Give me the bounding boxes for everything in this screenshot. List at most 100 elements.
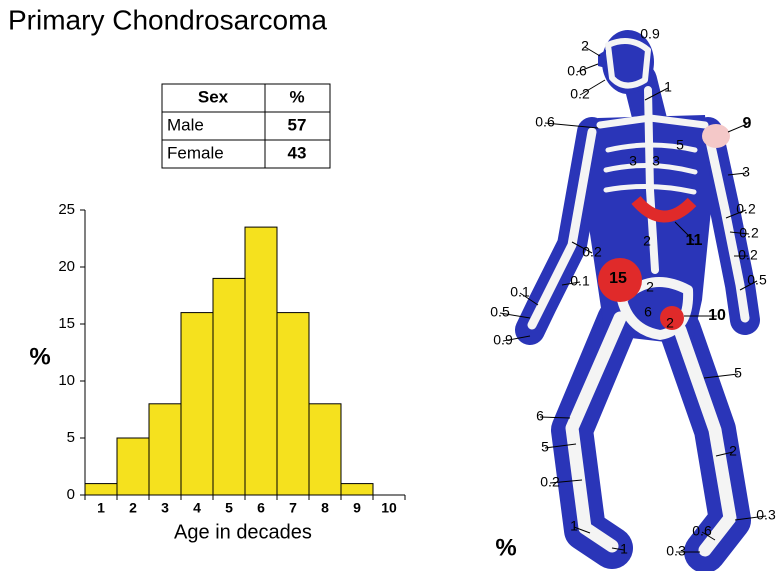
y-tick-label: 20 — [58, 258, 75, 275]
table-cell: 57 — [288, 115, 307, 134]
leader-line — [729, 231, 750, 235]
table-header: Sex — [198, 87, 229, 106]
leader-line — [584, 46, 601, 57]
body-label: 0.1 — [510, 284, 530, 300]
body-unit: % — [495, 534, 516, 561]
bar — [180, 312, 214, 496]
lesion-shoulder — [702, 124, 730, 148]
body-label: 5 — [676, 137, 684, 153]
table-cell: 43 — [288, 143, 307, 162]
x-axis-label: Age in decades — [174, 521, 312, 543]
x-tick-label: 2 — [129, 500, 137, 516]
leader-line — [674, 221, 695, 242]
body-label: 0.2 — [738, 247, 758, 263]
leader-line — [544, 443, 577, 449]
y-axis-label: % — [29, 343, 50, 370]
x-tick-label: 8 — [321, 500, 329, 516]
bone — [673, 323, 737, 557]
body-label: 0.2 — [540, 474, 560, 490]
body-label: 2 — [729, 443, 737, 459]
x-tick-label: 10 — [381, 500, 397, 516]
x-tick-label: 7 — [289, 500, 297, 516]
body-label: 0.9 — [493, 332, 513, 348]
leader-line — [573, 526, 591, 534]
body-label: 0.5 — [490, 304, 510, 320]
y-tick-label: 25 — [58, 201, 75, 218]
body-label: 0.6 — [535, 114, 555, 130]
body-label: 6 — [536, 408, 544, 424]
leader-line — [549, 479, 583, 484]
leader-line — [734, 515, 767, 521]
x-tick-label: 5 — [225, 500, 233, 516]
y-tick-label: 15 — [58, 315, 75, 332]
bar — [148, 403, 182, 496]
bones — [527, 38, 750, 557]
body-label: 1 — [620, 541, 628, 557]
lesion-pelvis — [598, 258, 642, 302]
body-label: 2 — [666, 315, 674, 331]
body-label: 0.2 — [570, 86, 590, 102]
leader-line — [579, 79, 606, 96]
body-label: 15 — [609, 270, 627, 287]
lesion-hip — [660, 306, 684, 330]
bar — [212, 277, 246, 496]
lesion-face — [598, 50, 606, 68]
body-label: 3 — [652, 153, 660, 169]
body-label: 10 — [708, 307, 726, 324]
table-header: % — [289, 87, 304, 106]
leader-line — [499, 312, 531, 319]
x-tick-label: 3 — [161, 500, 169, 516]
bone — [565, 311, 627, 553]
lesion-ribs — [631, 195, 697, 223]
bar — [340, 483, 374, 496]
body-label: 6 — [644, 304, 652, 320]
body-label: 0.6 — [567, 63, 587, 79]
ribs — [603, 142, 698, 195]
body-label: 2 — [643, 233, 651, 249]
leader-line — [544, 122, 599, 129]
leader-line — [611, 547, 625, 551]
x-tick-label: 6 — [257, 500, 265, 516]
body-label: 3 — [742, 164, 750, 180]
bar — [84, 483, 118, 496]
body-label: 5 — [541, 439, 549, 455]
table-cell: Male — [167, 115, 204, 134]
body-label: 0.9 — [640, 26, 660, 42]
leader-line — [727, 123, 748, 133]
leader-line — [539, 416, 571, 419]
bar — [276, 312, 310, 496]
leader-line — [576, 63, 599, 73]
figure-title: Primary Chondrosarcoma — [8, 4, 327, 35]
table-border — [161, 83, 331, 169]
body-label: 9 — [743, 115, 752, 132]
leader-line — [502, 335, 531, 342]
spine — [644, 86, 659, 274]
body-label: 11 — [686, 232, 703, 249]
leader-line — [701, 531, 716, 541]
body-label: 0.5 — [747, 272, 767, 288]
y-tick-label: 5 — [67, 429, 75, 446]
body-label: 1 — [570, 518, 578, 534]
skull — [605, 38, 651, 89]
leader-line — [739, 280, 758, 291]
x-tick-label: 9 — [353, 500, 361, 516]
leader-line — [703, 373, 739, 379]
leader-line — [571, 241, 593, 254]
body-label: 0.1 — [570, 273, 590, 289]
body-label: 0.6 — [692, 523, 712, 539]
body-label: 2 — [581, 38, 589, 54]
body-label: 0.3 — [666, 543, 686, 559]
body-label: 3 — [629, 153, 637, 169]
leader-line — [644, 87, 669, 101]
bar — [244, 226, 278, 496]
leader-line — [519, 292, 539, 306]
body-label: 2 — [646, 279, 654, 295]
leader-line — [725, 209, 747, 219]
leader-line — [561, 281, 581, 286]
bar — [308, 403, 342, 496]
sex-table: Sex % Male 57 Female 43 — [161, 83, 331, 169]
leader-line — [727, 172, 747, 176]
